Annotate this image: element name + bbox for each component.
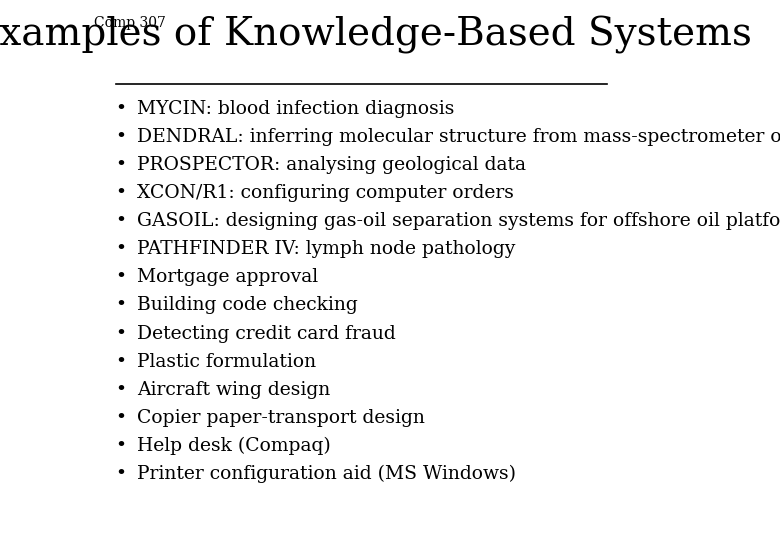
Text: •: • <box>115 100 126 118</box>
Text: XCON/R1: configuring computer orders: XCON/R1: configuring computer orders <box>137 184 514 202</box>
Text: PROSPECTOR: analysing geological data: PROSPECTOR: analysing geological data <box>137 156 526 174</box>
Text: •: • <box>115 437 126 455</box>
Text: PATHFINDER IV: lymph node pathology: PATHFINDER IV: lymph node pathology <box>137 240 516 258</box>
Text: Comp 307: Comp 307 <box>94 16 165 30</box>
Text: •: • <box>115 156 126 174</box>
Text: •: • <box>115 128 126 146</box>
Text: •: • <box>115 240 126 258</box>
Text: •: • <box>115 381 126 399</box>
Text: •: • <box>115 184 126 202</box>
Text: GASOIL: designing gas-oil separation systems for offshore oil platforms: GASOIL: designing gas-oil separation sys… <box>137 212 780 230</box>
Text: •: • <box>115 353 126 370</box>
Text: •: • <box>115 212 126 230</box>
Text: •: • <box>115 325 126 342</box>
Text: Mortgage approval: Mortgage approval <box>137 268 318 286</box>
Text: •: • <box>115 465 126 483</box>
Text: Detecting credit card fraud: Detecting credit card fraud <box>137 325 396 342</box>
Text: Plastic formulation: Plastic formulation <box>137 353 317 370</box>
Text: Building code checking: Building code checking <box>137 296 358 314</box>
Text: DENDRAL: inferring molecular structure from mass-spectrometer output: DENDRAL: inferring molecular structure f… <box>137 128 780 146</box>
Text: Copier paper-transport design: Copier paper-transport design <box>137 409 425 427</box>
Text: Help desk (Compaq): Help desk (Compaq) <box>137 437 331 455</box>
Text: •: • <box>115 268 126 286</box>
Text: Printer configuration aid (MS Windows): Printer configuration aid (MS Windows) <box>137 465 516 483</box>
Text: Aircraft wing design: Aircraft wing design <box>137 381 331 399</box>
Text: •: • <box>115 409 126 427</box>
Text: MYCIN: blood infection diagnosis: MYCIN: blood infection diagnosis <box>137 100 455 118</box>
Text: •: • <box>115 296 126 314</box>
Text: Examples of Knowledge-Based Systems: Examples of Knowledge-Based Systems <box>0 16 752 54</box>
